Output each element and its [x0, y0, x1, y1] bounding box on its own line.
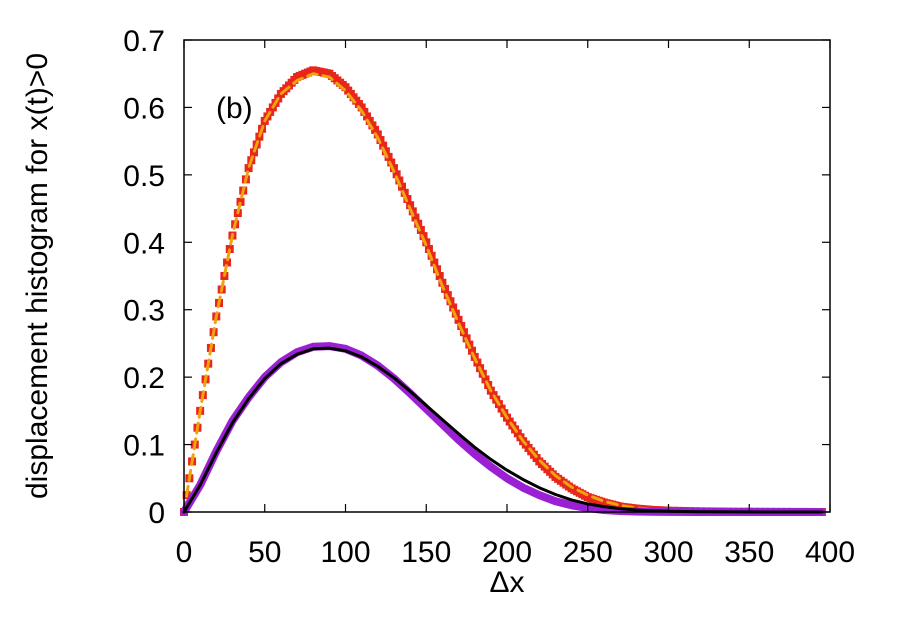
y-tick-label: 0.2: [123, 362, 165, 395]
x-tick-label: 300: [643, 536, 693, 569]
x-tick-label: 200: [482, 536, 532, 569]
series-line: [182, 346, 824, 514]
x-tick-label: 50: [248, 536, 281, 569]
data-point: [244, 164, 253, 173]
data-point: [435, 272, 444, 280]
data-point: [223, 258, 232, 267]
data-point: [368, 121, 377, 130]
y-tick-label: 0.1: [123, 430, 165, 463]
x-tick-label: 0: [176, 536, 193, 569]
annotation-label: (b): [216, 92, 253, 125]
x-tick-label: 150: [401, 536, 451, 569]
tick-layer: 0 50 100 150 200 250 300 350 400 0 0.1 0.2 0.3 0.4 0.5…: [123, 25, 855, 569]
x-tick-label: 250: [563, 536, 613, 569]
x-tick-label: 100: [320, 536, 370, 569]
data-point: [392, 170, 401, 179]
data-point: [379, 141, 388, 150]
data-point: [371, 125, 380, 134]
data-point: [449, 303, 458, 312]
y-tick-label: 0.6: [123, 92, 165, 125]
data-point: [430, 258, 439, 267]
x-axis-title: Δx: [489, 566, 524, 599]
y-tick-label: 0.3: [123, 295, 165, 328]
data-point: [373, 130, 382, 139]
data-point: [363, 112, 372, 121]
data-point: [357, 103, 366, 112]
data-point: [481, 375, 490, 384]
y-tick-label: 0.5: [123, 160, 165, 193]
data-point: [468, 346, 477, 355]
x-tick-label: 350: [724, 536, 774, 569]
y-tick-label: 0.7: [123, 25, 165, 58]
data-point: [384, 152, 393, 161]
series-layer: [180, 66, 826, 516]
y-tick-label: 0.4: [123, 227, 165, 260]
y-axis-title: displacement histogram for x(t)>0: [21, 53, 54, 499]
y-tick-label: 0: [148, 497, 165, 530]
x-tick-label: 400: [805, 536, 855, 569]
data-point: [398, 182, 407, 191]
data-point: [411, 213, 420, 222]
data-point: [454, 315, 463, 324]
data-point: [365, 116, 374, 125]
data-point: [360, 107, 369, 116]
